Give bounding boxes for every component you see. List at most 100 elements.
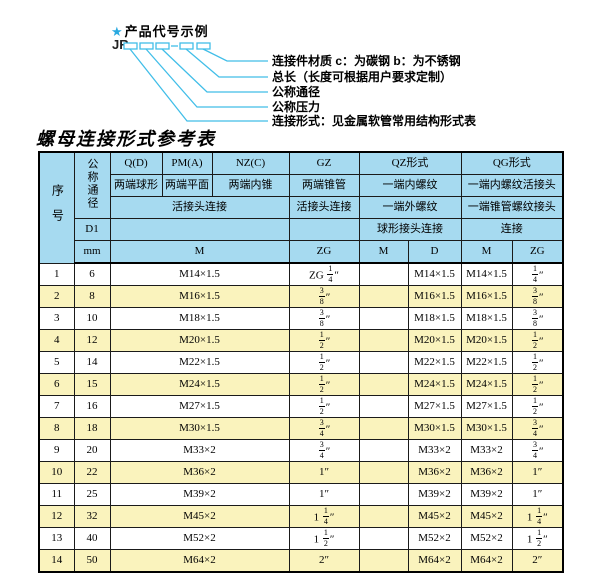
cell-qz-m xyxy=(358,505,409,528)
table-row: 4 12 M20×1.5 1 2 ″ M20×1.5 M20×1.5 1 2 ″ xyxy=(38,329,564,352)
header-row-3: 活接头连接 活接头连接 一端外螺纹 一端锥管螺纹接头 xyxy=(39,196,564,219)
cell-m: M52×2 xyxy=(109,527,290,550)
header-row-5: mm M ZG M D M ZG xyxy=(39,240,564,264)
cell-qg-m: M33×2 xyxy=(460,439,513,462)
cell-gz: 3 4 ″ xyxy=(288,439,360,462)
header-gz: GZ xyxy=(288,151,360,175)
cell-qg-m: M24×1.5 xyxy=(460,373,513,396)
cell-gz: 1″ xyxy=(288,483,360,506)
table-row: 12 32 M45×2 1 1 4 ″ M45×2 M45×2 1 1 4 ″ xyxy=(38,505,564,528)
cell-dn: 14 xyxy=(73,351,111,374)
header-row-1: 序号 公称通径 Q(D) PM(A) NZ(C) GZ QZ形式 QG形式 xyxy=(38,151,564,264)
header-dn: 公称通径 xyxy=(73,151,111,219)
code-boxes-and-leader-lines-icon xyxy=(123,42,268,122)
cell-dn: 18 xyxy=(73,417,111,440)
cell-qz-d: M16×1.5 xyxy=(407,285,462,308)
cell-no: 13 xyxy=(38,527,75,550)
header-blank-left xyxy=(109,218,290,241)
cell-qz-m xyxy=(358,329,409,352)
cell-qz-m xyxy=(358,527,409,550)
cell-gz: 1 1 2 ″ xyxy=(288,527,360,550)
cell-qz-m xyxy=(358,395,409,418)
table-row: 9 20 M33×2 3 4 ″ M33×2 M33×2 3 4 ″ xyxy=(38,439,564,462)
cell-m: M64×2 xyxy=(109,549,290,573)
cell-qg-zg: 1 1 2 ″ xyxy=(511,527,564,550)
cell-qg-zg: 1 2 ″ xyxy=(511,395,564,418)
cell-qz-d: M30×1.5 xyxy=(407,417,462,440)
table-row: 6 15 M24×1.5 1 2 ″ M24×1.5 M24×1.5 1 2 ″ xyxy=(38,373,564,396)
cell-m: M39×2 xyxy=(109,483,290,506)
table-row: 1 6 M14×1.5 ZG 1 4 ″ M14×1.5 M14×1.5 1 4 ″ xyxy=(38,262,564,286)
cell-no: 10 xyxy=(38,461,75,484)
cell-m: M45×2 xyxy=(109,505,290,528)
product-code-heading: ★产品代号示例 xyxy=(111,21,209,40)
product-code-heading-text: 产品代号示例 xyxy=(124,24,209,39)
cell-qg-m: M22×1.5 xyxy=(460,351,513,374)
star-icon: ★ xyxy=(111,24,124,39)
header-qg-desc1: 一端内螺纹活接头 xyxy=(460,174,564,197)
code-field-label: 公称压力 xyxy=(272,100,321,114)
code-field-label: 连接形式：见金属软管常用结构形式表 xyxy=(272,114,477,128)
header-d1: D1 xyxy=(73,218,111,241)
header-q-desc: 两端球形 xyxy=(109,174,163,197)
cell-qg-m: M52×2 xyxy=(460,527,513,550)
table-body: 1 6 M14×1.5 ZG 1 4 ″ M14×1.5 M14×1.5 1 4 ″ 2 8 M16×1.… xyxy=(38,262,564,573)
cell-no: 4 xyxy=(38,329,75,352)
header-row-2: 两端球形 两端平面 两端内锥 两端锥管 一端内螺纹 一端内螺纹活接头 xyxy=(39,174,564,197)
cell-qg-zg: 1 4 ″ xyxy=(511,262,564,286)
header-qg-zg: ZG xyxy=(511,240,564,264)
cell-qz-m xyxy=(358,417,409,440)
header-seq-label: 序号 xyxy=(50,184,65,235)
cell-qz-m xyxy=(358,262,409,286)
table-row: 7 16 M27×1.5 1 2 ″ M27×1.5 M27×1.5 1 2 ″ xyxy=(38,395,564,418)
table-row: 14 50 M64×2 2″ M64×2 M64×2 2″ xyxy=(38,549,564,573)
cell-qg-m: M64×2 xyxy=(460,549,513,573)
cell-qz-m xyxy=(358,373,409,396)
cell-m: M36×2 xyxy=(109,461,290,484)
cell-no: 8 xyxy=(38,417,75,440)
header-nz: NZ(C) xyxy=(211,151,290,175)
cell-dn: 50 xyxy=(73,549,111,573)
cell-qz-d: M64×2 xyxy=(407,549,462,573)
header-gz-desc: 两端锥管 xyxy=(288,174,360,197)
cell-m: M27×1.5 xyxy=(109,395,290,418)
cell-qg-m: M27×1.5 xyxy=(460,395,513,418)
cell-no: 14 xyxy=(38,549,75,573)
header-zg: ZG xyxy=(288,240,360,264)
code-field-label: 公称通径 xyxy=(272,85,321,99)
cell-gz: ZG 1 4 ″ xyxy=(288,262,360,286)
cell-qz-d: M36×2 xyxy=(407,461,462,484)
cell-qg-m: M45×2 xyxy=(460,505,513,528)
header-qz-m: M xyxy=(358,240,409,264)
header-qz-d: D xyxy=(407,240,462,264)
cell-qz-d: M18×1.5 xyxy=(407,307,462,330)
header-qz: QZ形式 xyxy=(358,151,462,175)
cell-dn: 10 xyxy=(73,307,111,330)
cell-gz: 3 8 ″ xyxy=(288,307,360,330)
cell-qz-d: M22×1.5 xyxy=(407,351,462,374)
table-row: 11 25 M39×2 1″ M39×2 M39×2 1″ xyxy=(38,483,564,506)
cell-m: M30×1.5 xyxy=(109,417,290,440)
cell-no: 5 xyxy=(38,351,75,374)
cell-qg-m: M18×1.5 xyxy=(460,307,513,330)
header-qg-m: M xyxy=(460,240,513,264)
header-qg-desc3: 连接 xyxy=(460,218,564,241)
code-field-label: 连接件材质 c：为碳钢 b：为不锈钢 xyxy=(272,54,461,68)
cell-qz-d: M45×2 xyxy=(407,505,462,528)
cell-no: 9 xyxy=(38,439,75,462)
cell-dn: 6 xyxy=(73,262,111,286)
cell-gz: 1 2 ″ xyxy=(288,329,360,352)
cell-qg-m: M20×1.5 xyxy=(460,329,513,352)
cell-qg-zg: 1″ xyxy=(511,461,564,484)
cell-qg-m: M14×1.5 xyxy=(460,262,513,286)
code-field-labels: 连接件材质 c：为碳钢 b：为不锈钢 总长（长度可根据用户要求定制） 公称通径 公称压… xyxy=(272,0,598,132)
cell-dn: 8 xyxy=(73,285,111,308)
cell-qz-d: M24×1.5 xyxy=(407,373,462,396)
cell-qz-m xyxy=(358,285,409,308)
cell-m: M20×1.5 xyxy=(109,329,290,352)
cell-qg-zg: 2″ xyxy=(511,549,564,573)
header-qz-desc1: 一端内螺纹 xyxy=(358,174,462,197)
cell-gz: 3 4 ″ xyxy=(288,417,360,440)
reference-table: 序号 公称通径 Q(D) PM(A) NZ(C) GZ QZ形式 QG形式 两端… xyxy=(38,151,565,573)
